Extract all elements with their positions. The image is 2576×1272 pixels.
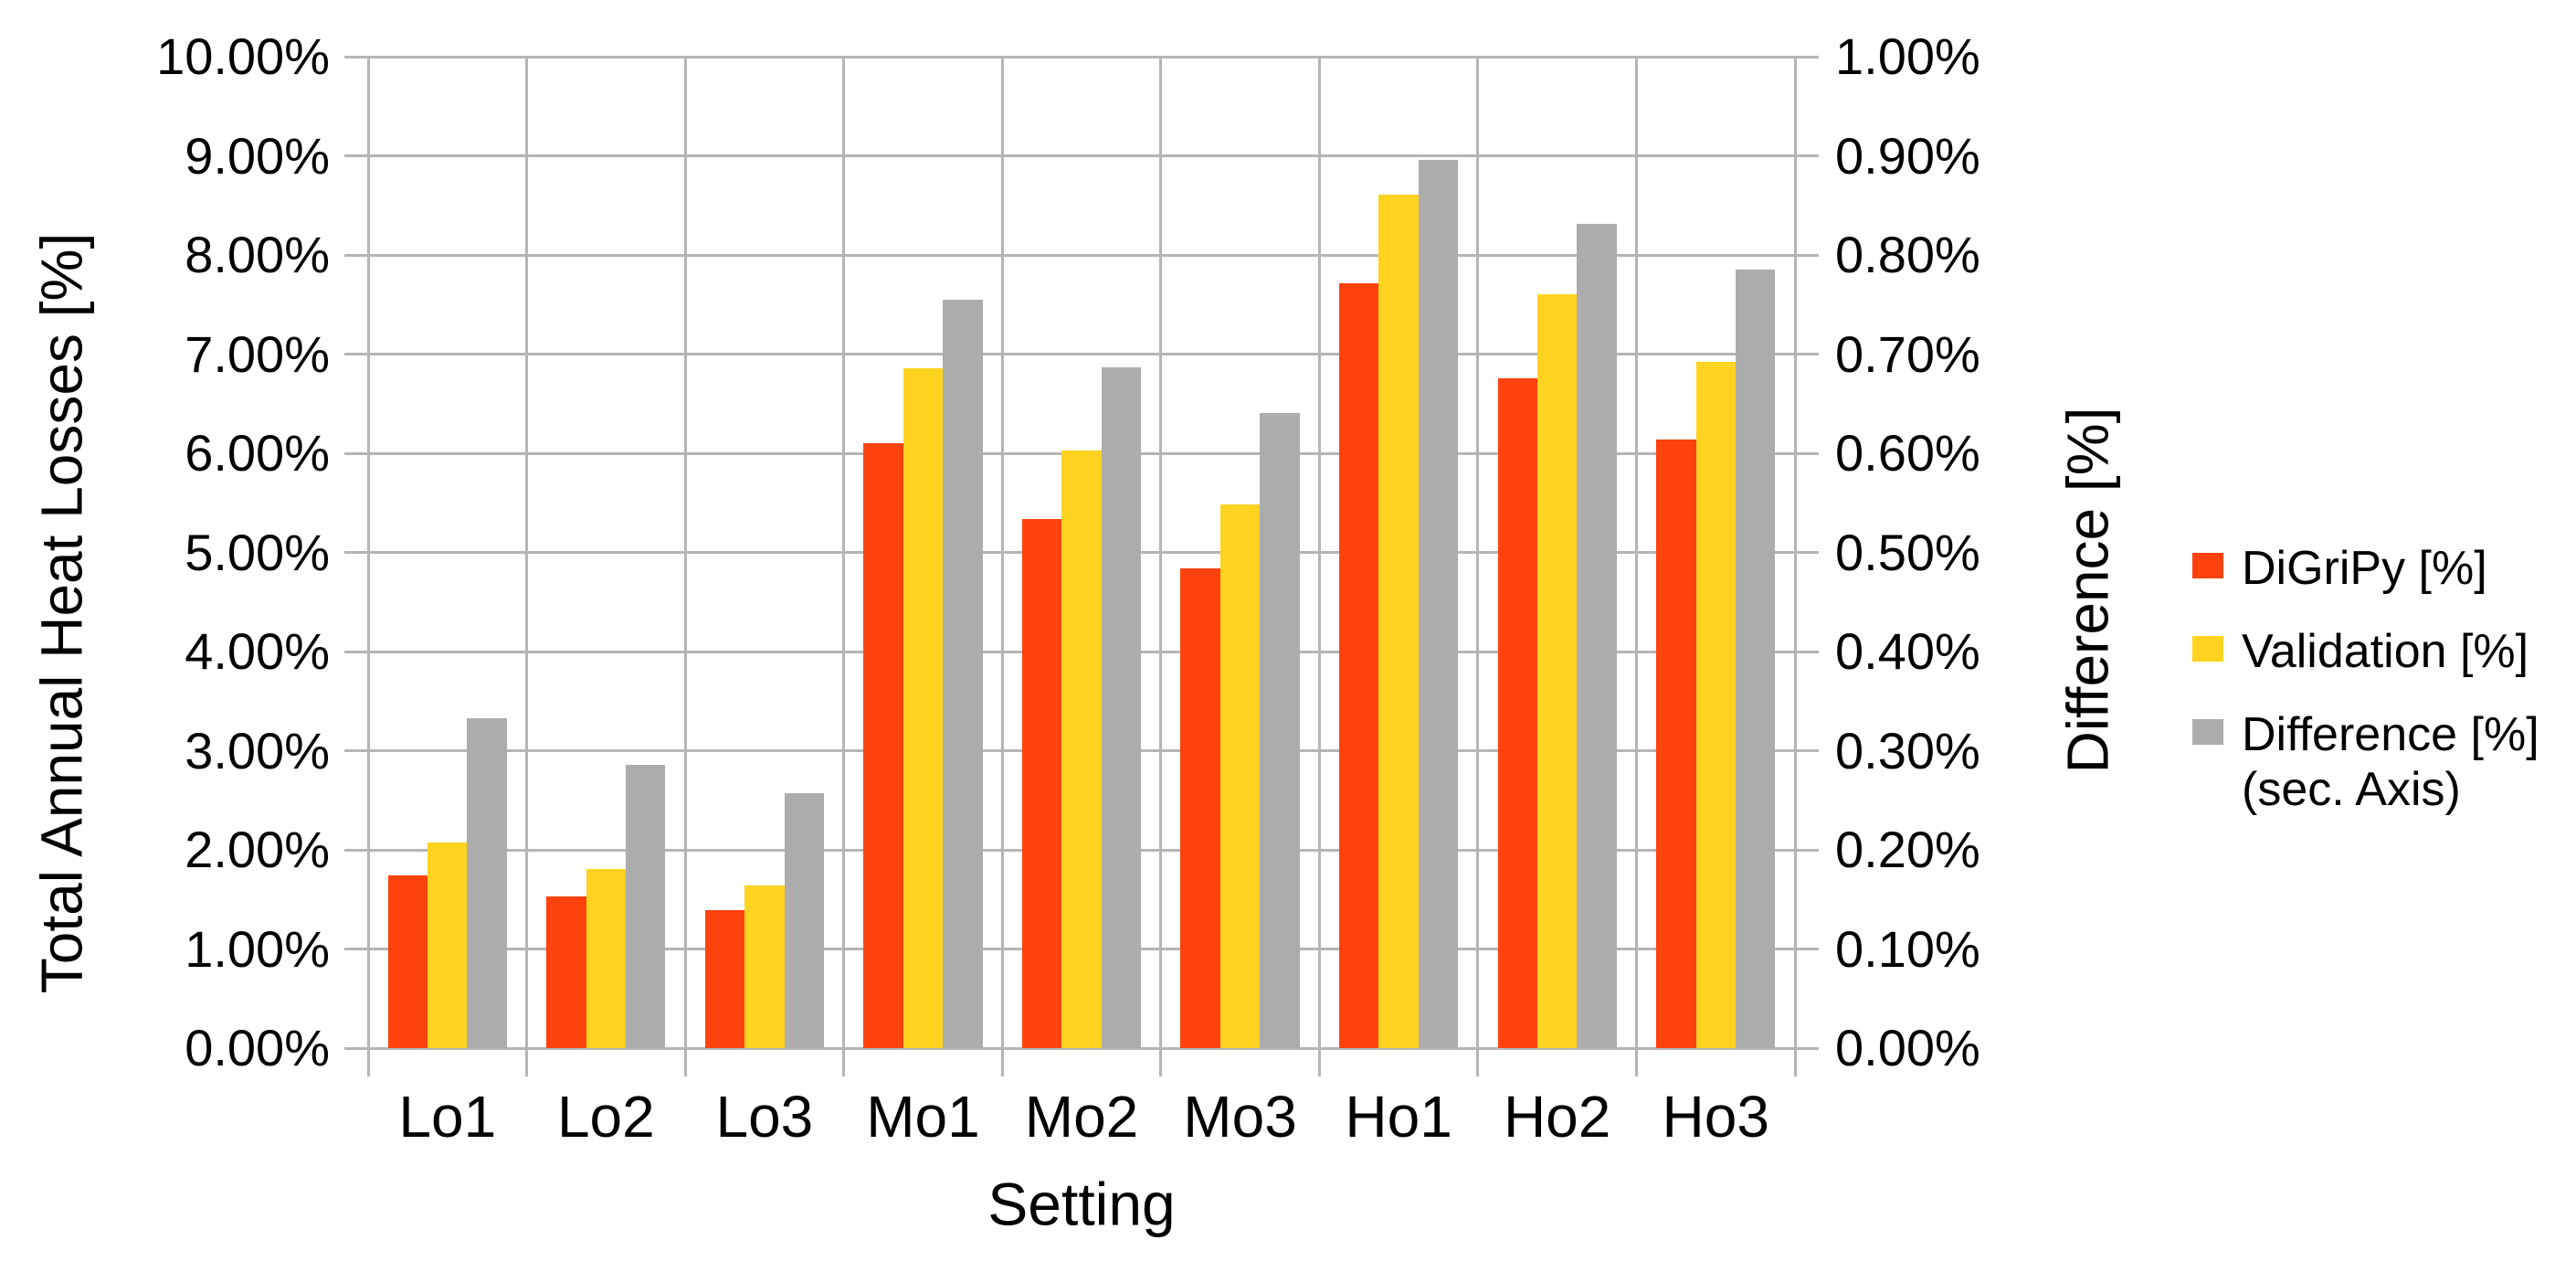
v-gridline bbox=[1159, 57, 1163, 1076]
bar bbox=[1577, 224, 1617, 1048]
legend-label: Difference [%] (sec. Axis) bbox=[2242, 707, 2539, 817]
bar bbox=[1378, 194, 1419, 1048]
bar bbox=[387, 875, 428, 1048]
y2-axis-tick-label: 0.80% bbox=[1835, 226, 1980, 283]
bar bbox=[467, 717, 507, 1048]
x-axis-category-label: Lo2 bbox=[556, 1084, 655, 1150]
y-axis-tick-label: 1.00% bbox=[185, 919, 330, 978]
v-gridline bbox=[683, 57, 687, 1076]
legend-key-swatch bbox=[2192, 635, 2223, 662]
v-gridline bbox=[1476, 57, 1480, 1076]
bar bbox=[704, 910, 745, 1048]
v-gridline bbox=[1317, 57, 1321, 1076]
v-gridline bbox=[1634, 57, 1638, 1076]
v-gridline bbox=[1000, 57, 1004, 1076]
y-axis-tick-label: 4.00% bbox=[185, 622, 330, 680]
v-gridline bbox=[525, 57, 529, 1076]
h-gridline bbox=[344, 154, 1819, 157]
bar bbox=[428, 843, 468, 1048]
x-axis-category-label: Mo2 bbox=[1024, 1084, 1139, 1150]
x-axis-category-label: Ho1 bbox=[1345, 1084, 1452, 1150]
bar bbox=[1101, 366, 1142, 1048]
bar bbox=[586, 868, 626, 1048]
left-axis-title: Total Annual Heat Losses [%] bbox=[28, 232, 95, 994]
x-axis-category-label: Mo3 bbox=[1183, 1084, 1297, 1150]
bar bbox=[863, 443, 903, 1048]
y-axis-tick-label: 2.00% bbox=[185, 821, 330, 878]
y2-axis-tick-label: 0.70% bbox=[1835, 324, 1980, 383]
bar bbox=[1219, 504, 1261, 1048]
y2-axis-line bbox=[1793, 57, 1797, 1076]
legend-item: Difference [%] (sec. Axis) bbox=[2192, 707, 2539, 819]
bar bbox=[744, 885, 785, 1048]
y2-axis-tick-label: 0.40% bbox=[1835, 622, 1980, 680]
bar bbox=[546, 896, 586, 1048]
y-axis-tick-label: 8.00% bbox=[185, 226, 330, 283]
h-gridline bbox=[344, 353, 1819, 355]
y2-axis-tick-label: 0.20% bbox=[1835, 821, 1980, 878]
h-gridline bbox=[344, 55, 1819, 58]
y2-axis-tick-label: 0.90% bbox=[1835, 126, 1980, 185]
x-axis-category-label: Ho3 bbox=[1662, 1084, 1769, 1150]
y-axis-tick-label: 7.00% bbox=[185, 324, 330, 383]
legend-key-swatch bbox=[2192, 553, 2223, 578]
bar bbox=[1695, 362, 1736, 1048]
y2-axis-tick-label: 0.30% bbox=[1835, 721, 1980, 779]
x-axis-category-label: Ho2 bbox=[1503, 1084, 1611, 1150]
bar bbox=[1418, 159, 1459, 1048]
bar bbox=[1021, 518, 1062, 1048]
y-axis-tick-label: 6.00% bbox=[185, 424, 330, 482]
legend-item: Validation [%] bbox=[2192, 624, 2539, 680]
bar bbox=[1497, 377, 1537, 1048]
bar bbox=[1735, 270, 1776, 1048]
bar bbox=[784, 793, 824, 1048]
bar bbox=[626, 764, 666, 1048]
y-axis-tick-label: 0.00% bbox=[185, 1019, 330, 1076]
bar bbox=[1180, 567, 1220, 1048]
right-axis-title: Difference [%] bbox=[2054, 407, 2121, 774]
y-axis-tick-label: 3.00% bbox=[185, 721, 330, 779]
bar bbox=[1339, 283, 1379, 1048]
bar bbox=[1536, 294, 1578, 1048]
legend-label: DiGriPy [%] bbox=[2242, 542, 2487, 595]
legend-item: DiGriPy [%] bbox=[2192, 541, 2539, 597]
legend: DiGriPy [%] Validation [%] Difference [%] … bbox=[2192, 541, 2539, 818]
bar bbox=[1260, 412, 1300, 1048]
bar bbox=[1061, 450, 1102, 1048]
y-axis-tick-label: 10.00% bbox=[156, 27, 330, 85]
legend-label: Validation [%] bbox=[2242, 624, 2529, 678]
x-axis-category-label: Lo3 bbox=[715, 1084, 814, 1150]
y2-axis-tick-label: 1.00% bbox=[1835, 27, 1980, 85]
v-gridline bbox=[842, 57, 846, 1076]
y2-axis-tick-label: 0.10% bbox=[1835, 919, 1980, 978]
h-gridline bbox=[344, 253, 1819, 257]
x-axis-category-label: Mo1 bbox=[866, 1084, 980, 1150]
y2-axis-tick-label: 0.60% bbox=[1835, 424, 1980, 482]
x-axis-title: Setting bbox=[987, 1170, 1176, 1238]
y2-axis-tick-label: 0.50% bbox=[1835, 523, 1980, 581]
bar bbox=[943, 299, 983, 1048]
h-gridline bbox=[344, 1046, 1819, 1050]
bar bbox=[903, 367, 944, 1048]
bar bbox=[1656, 439, 1696, 1048]
legend-key-swatch bbox=[2192, 718, 2223, 745]
x-axis-category-label: Lo1 bbox=[398, 1084, 497, 1150]
y2-axis-tick-label: 0.00% bbox=[1835, 1019, 1980, 1076]
y-axis-tick-label: 9.00% bbox=[185, 126, 330, 185]
y-axis-tick-label: 5.00% bbox=[185, 523, 330, 581]
y-axis-line bbox=[366, 57, 370, 1076]
